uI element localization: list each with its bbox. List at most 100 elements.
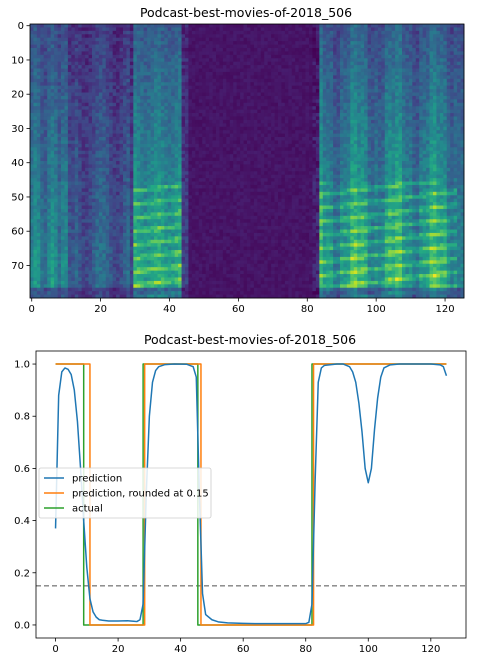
heatmap-cell (181, 116, 186, 121)
heatmap-cell (181, 137, 186, 141)
heatmap-cell (233, 47, 238, 52)
heatmap-cell (74, 232, 79, 237)
heatmap-cell (112, 154, 117, 158)
heatmap-cell (188, 188, 193, 193)
heatmap-cell (92, 75, 96, 80)
heatmap-cell (129, 212, 134, 217)
heatmap-cell (116, 99, 120, 104)
heatmap-cell (85, 174, 89, 179)
heatmap-cell (140, 181, 145, 186)
heatmap-cell (74, 27, 79, 32)
heatmap-cell (109, 215, 114, 220)
heatmap-cell (157, 256, 162, 261)
heatmap-cell (74, 44, 79, 49)
heatmap-cell (74, 119, 79, 124)
heatmap-cell (154, 44, 158, 49)
heatmap-cell (222, 109, 227, 114)
heatmap-cell (43, 287, 48, 292)
heatmap-cell (33, 212, 38, 217)
heatmap-cell (61, 253, 65, 258)
heatmap-cell (150, 202, 155, 206)
heatmap-cell (102, 188, 107, 193)
heatmap-cell (240, 181, 244, 186)
heatmap-cell (92, 85, 96, 90)
heatmap-cell (57, 109, 62, 114)
heatmap-cell (219, 113, 224, 117)
heatmap-cell (64, 267, 69, 271)
heatmap-cell (229, 54, 234, 59)
heatmap-cell (216, 113, 220, 117)
heatmap-cell (157, 236, 162, 241)
heatmap-cell (219, 75, 224, 80)
heatmap-cell (71, 47, 76, 52)
heatmap-cell (229, 137, 234, 141)
heatmap-cell (112, 82, 117, 87)
heatmap-cell (64, 171, 69, 176)
heatmap-cell (236, 184, 241, 189)
heatmap-cell (178, 195, 182, 200)
heatmap-cell (188, 198, 193, 203)
heatmap-cell (43, 154, 48, 158)
heatmap-cell (202, 82, 207, 87)
heatmap-cell (216, 250, 220, 254)
heatmap-cell (88, 75, 93, 80)
heatmap-cell (212, 143, 217, 148)
heatmap-cell (185, 202, 189, 206)
heatmap-cell (74, 75, 79, 80)
heatmap-cell (171, 208, 176, 213)
heatmap-cell (188, 284, 193, 289)
heatmap-cell (157, 171, 162, 176)
heatmap-cell (202, 198, 207, 203)
heatmap-cell (112, 137, 117, 141)
heatmap-cell (191, 287, 196, 292)
heatmap-cell (236, 205, 241, 210)
heatmap-cell (98, 44, 103, 49)
heatmap-cell (126, 239, 131, 244)
heatmap-cell (33, 195, 38, 200)
heatmap-cell (140, 89, 145, 93)
heatmap-cell (43, 171, 48, 176)
heatmap-cell (150, 280, 155, 285)
heatmap-cell (185, 253, 189, 258)
heatmap-cell (57, 250, 62, 254)
heatmap-cell (154, 246, 158, 251)
heatmap-cell (85, 239, 89, 244)
heatmap-cell (109, 267, 114, 271)
heatmap-cell (71, 157, 76, 162)
heatmap-cell (195, 34, 200, 39)
heatmap-cell (195, 260, 200, 265)
heatmap-cell (71, 68, 76, 73)
heatmap-cell (181, 198, 186, 203)
heatmap-cell (88, 205, 93, 210)
heatmap-cell (209, 226, 213, 230)
heatmap-cell (129, 164, 134, 169)
heatmap-cell (88, 232, 93, 237)
heatmap-cell (171, 215, 176, 220)
heatmap-cell (78, 253, 83, 258)
heatmap-cell (185, 113, 189, 117)
heatmap-cell (54, 68, 58, 73)
heatmap-cell (50, 150, 55, 155)
heatmap-cell (57, 246, 62, 251)
heatmap-cell (143, 174, 148, 179)
heatmap-cell (181, 54, 186, 59)
heatmap-cell (240, 78, 244, 83)
heatmap-cell (216, 119, 220, 124)
heatmap-cell (95, 205, 100, 210)
heatmap-cell (71, 239, 76, 244)
heatmap-cell (198, 106, 203, 111)
heatmap-cell (136, 78, 141, 83)
heatmap-cell (95, 116, 100, 121)
heatmap-cell (71, 150, 76, 155)
heatmap-cell (147, 287, 151, 292)
heatmap-cell (174, 130, 179, 134)
heatmap-cell (147, 27, 151, 32)
heatmap-cell (143, 181, 148, 186)
heatmap-cell (57, 222, 62, 227)
heatmap-cell (95, 150, 100, 155)
heatmap-cell (233, 65, 238, 69)
heatmap-cell (74, 260, 79, 265)
heatmap-cell (67, 154, 72, 158)
heatmap-cell (88, 109, 93, 114)
heatmap-cell (88, 147, 93, 152)
